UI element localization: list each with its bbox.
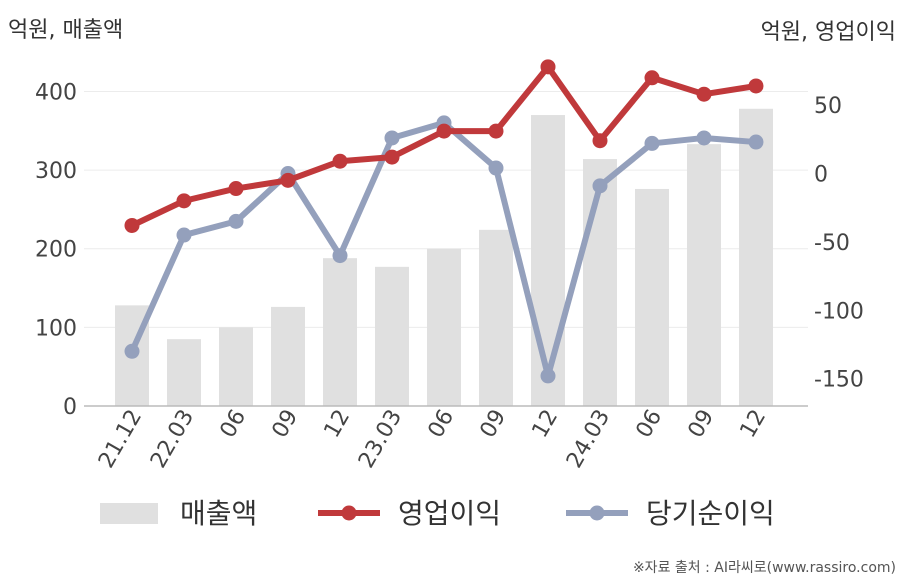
bar-3 [271, 306, 305, 406]
bar-9 [583, 159, 617, 406]
series-1-point-1 [176, 193, 192, 209]
legend-label-1: 영업이익 [398, 497, 501, 530]
series-0-point-4 [332, 248, 348, 264]
right-tick-3: -100 [814, 299, 864, 324]
series-0-point-0 [124, 343, 140, 359]
series-1-point-12 [748, 78, 764, 94]
bar-5 [375, 266, 409, 406]
series-0-point-1 [176, 227, 192, 243]
left-tick-0: 0 [63, 395, 77, 420]
legend-swatch-0 [100, 503, 158, 524]
right-axis-title: 억원, 영업이익 [761, 20, 896, 45]
series-1-point-11 [696, 86, 712, 102]
series-1-point-8 [540, 59, 556, 75]
series-0-point-5 [384, 130, 400, 146]
left-tick-4: 400 [35, 80, 77, 105]
x-tick-9: 24.03 [562, 406, 615, 473]
bar-12 [739, 108, 773, 406]
right-tick-1: 0 [814, 163, 828, 188]
series-1-point-9 [592, 133, 608, 149]
lines [124, 59, 764, 384]
legend-label-0: 매출액 [180, 497, 257, 530]
series-0-point-2 [228, 213, 244, 229]
series-0-point-12 [748, 134, 764, 150]
x-tick-3: 09 [268, 406, 304, 443]
bar-6 [427, 248, 461, 406]
source-note: ※자료 출처 : AI라씨로(www.rassiro.com) [633, 560, 896, 576]
series-0-point-11 [696, 130, 712, 146]
bar-2 [219, 327, 253, 406]
x-tick-2: 06 [216, 406, 252, 443]
x-tick-1: 22.03 [146, 406, 199, 473]
left-tick-1: 100 [35, 316, 77, 341]
series-0-point-9 [592, 178, 608, 194]
legend-marker-1 [341, 505, 357, 521]
bar-7 [479, 229, 513, 406]
bar-10 [635, 188, 669, 406]
series-1-point-7 [488, 123, 504, 139]
x-tick-8: 12 [528, 406, 564, 443]
x-tick-6: 06 [424, 406, 460, 443]
legend: 매출액 영업이익 당기순이익 [100, 497, 775, 530]
series-1-point-10 [644, 70, 660, 86]
x-tick-10: 06 [632, 406, 668, 443]
bars [115, 108, 773, 406]
right-axis-ticks: 50 0 -50 -100 -150 [814, 94, 864, 393]
series-1-point-5 [384, 149, 400, 165]
series-1-point-0 [124, 217, 140, 233]
left-tick-3: 300 [35, 159, 77, 184]
series-1-point-2 [228, 181, 244, 197]
series-0-point-10 [644, 135, 660, 151]
x-tick-0: 21.12 [94, 406, 147, 473]
x-tick-5: 23.03 [354, 406, 407, 473]
series-0-point-8 [540, 368, 556, 384]
x-tick-4: 12 [320, 406, 356, 443]
legend-marker-2 [589, 505, 605, 521]
series-0-point-7 [488, 160, 504, 176]
series-1-point-4 [332, 153, 348, 169]
series-1-point-6 [436, 123, 452, 139]
bar-11 [687, 144, 721, 406]
bar-1 [167, 339, 201, 406]
bar-8 [531, 115, 565, 406]
series-1-point-3 [280, 172, 296, 188]
right-tick-2: -50 [814, 231, 850, 256]
x-tick-7: 09 [476, 406, 512, 443]
left-axis-title: 억원, 매출액 [8, 18, 123, 43]
x-tick-11: 09 [684, 406, 720, 443]
left-axis-ticks: 0 100 200 300 400 [35, 80, 77, 420]
bar-4 [323, 258, 357, 406]
right-tick-0: 50 [814, 94, 842, 119]
x-tick-12: 12 [736, 406, 772, 443]
right-tick-4: -150 [814, 368, 864, 393]
left-tick-2: 200 [35, 238, 77, 263]
legend-label-2: 당기순이익 [646, 497, 775, 530]
